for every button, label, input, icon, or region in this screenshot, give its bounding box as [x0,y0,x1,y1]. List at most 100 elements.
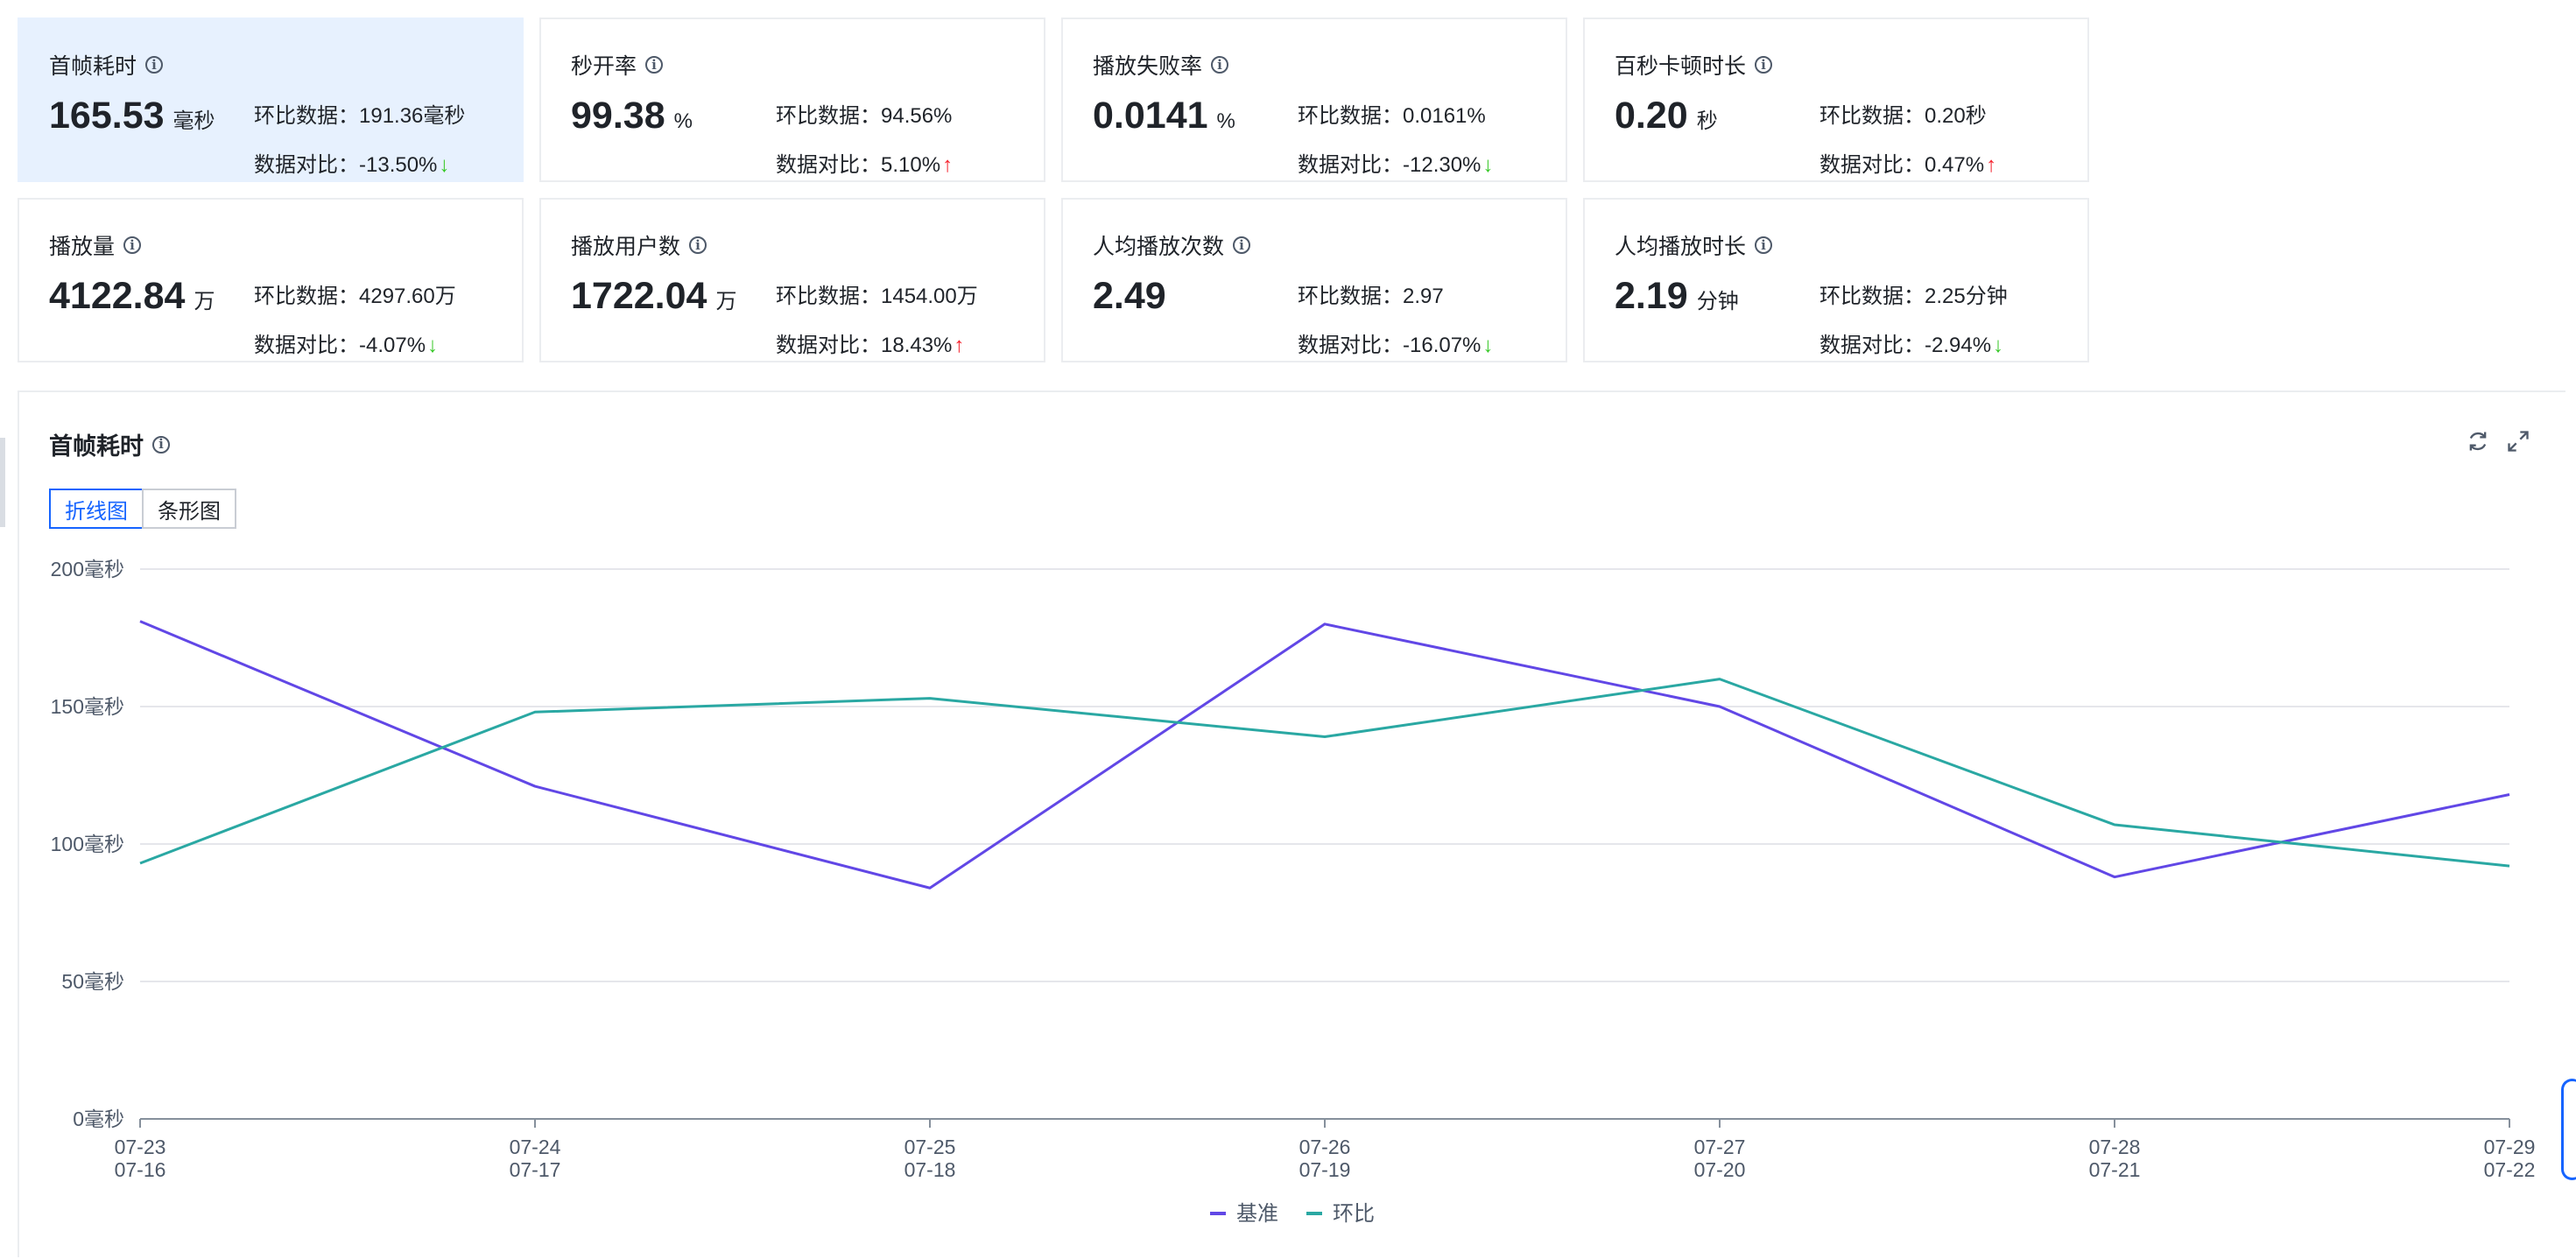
series-line-1[interactable] [139,620,2510,890]
metric-title-text: 秒开率 [571,54,637,79]
metric-title: 播放量 i [49,229,142,261]
metric-value: 2.49 [1093,275,1175,318]
info-icon[interactable]: i [1755,236,1773,254]
trend-down-icon: ↓ [427,334,439,357]
chain-data: 环比数据：191.36毫秒 [254,98,465,129]
info-icon[interactable]: i [123,236,142,254]
compare-value: -4.07% [359,334,426,357]
metric-value: 99.38% [571,95,693,137]
metric-number: 4122.84 [49,275,186,317]
compare-value: -12.30% [1403,153,1482,177]
tab-bar-chart[interactable]: 条形图 [142,489,236,529]
trend-down-icon: ↓ [1993,334,2004,357]
y-tick-label: 0毫秒 [73,1108,124,1130]
metric-card[interactable]: 播放量 i 4122.84 万 环比数据：4297.60万 数据对比：-4.07%↓ [18,198,524,362]
compare-label: 数据对比： [1819,153,1925,177]
metric-title: 首帧耗时 i [49,49,164,81]
chain-data: 环比数据：2.25分钟 [1819,278,2008,309]
info-icon[interactable]: i [645,56,664,74]
metric-card[interactable]: 首帧耗时 i 165.53 毫秒 环比数据：191.36毫秒 数据对比：-13.50%↓ [18,18,524,182]
refresh-icon[interactable] [2466,429,2490,454]
trend-down-icon: ↓ [1482,334,1494,357]
compare-data: 数据对比：-16.07%↓ [1298,327,1493,358]
compare-label: 数据对比： [254,153,359,177]
x-tick-label-secondary: 07-17 [510,1158,561,1181]
x-tick-label-secondary: 07-21 [2089,1158,2141,1181]
compare-value: -13.50% [359,153,438,177]
chain-value: 0.20秒 [1925,104,1987,128]
legend-label[interactable]: 基准 [1236,1202,1278,1226]
compare-label: 数据对比： [1819,334,1925,357]
compare-value: -16.07% [1403,334,1482,357]
chain-label: 环比数据： [1298,104,1403,128]
fullscreen-icon[interactable] [2506,429,2530,454]
x-tick-label: 07-25 [904,1136,956,1158]
metric-title: 百秒卡顿时长 i [1615,49,1773,81]
metric-number: 2.19 [1615,275,1688,317]
metric-title: 播放失败率 i [1093,49,1229,81]
compare-label: 数据对比： [1298,334,1403,357]
chart-title: 首帧耗时 i [49,427,170,461]
metric-card[interactable]: 人均播放次数 i 2.49 环比数据：2.97 数据对比：-16.07%↓ [1061,198,1567,362]
compare-data: 数据对比：18.43%↑ [776,327,964,358]
metric-unit: 万 [194,290,215,313]
chain-value: 4297.60万 [359,285,456,308]
compare-value: 18.43% [881,334,953,357]
info-icon[interactable]: i [152,435,170,454]
x-tick-label-secondary: 07-18 [904,1158,956,1181]
metric-title: 人均播放次数 i [1093,229,1251,261]
metric-card[interactable]: 百秒卡顿时长 i 0.20 秒 环比数据：0.20秒 数据对比：0.47%↑ [1583,18,2089,182]
y-tick-label: 50毫秒 [61,970,124,993]
metric-value: 165.53 毫秒 [49,95,215,137]
info-icon[interactable]: i [1211,56,1229,74]
metric-number: 165.53 [49,95,165,137]
chain-value: 1454.00万 [881,285,978,308]
metric-unit: % [1216,109,1235,133]
metric-title-text: 播放量 [49,235,116,259]
chart-panel: 首帧耗时 i 折线图 条形图 0毫秒 50毫秒 100毫秒 150毫秒 200毫秒 07-… [18,390,2565,1257]
chain-data: 环比数据：94.56% [776,98,952,129]
info-icon[interactable]: i [145,56,164,74]
series-line-2[interactable] [139,678,2510,868]
metric-title: 播放用户数 i [571,229,707,261]
x-tick-label-secondary: 07-19 [1299,1158,1351,1181]
info-icon[interactable]: i [689,236,707,254]
chart-type-tabs: 折线图 条形图 [49,489,236,529]
chain-value: 94.56% [881,104,953,128]
x-tick-label: 07-24 [510,1136,561,1158]
metric-value: 0.0141% [1093,95,1235,137]
info-icon[interactable]: i [1233,236,1251,254]
chain-label: 环比数据： [1819,104,1925,128]
info-icon[interactable]: i [1755,56,1773,74]
chain-label: 环比数据： [1298,285,1403,308]
chain-data: 环比数据：0.0161% [1298,98,1486,129]
chart-title-text: 首帧耗时 [49,433,144,460]
chain-data: 环比数据：1454.00万 [776,278,978,309]
chain-data: 环比数据：4297.60万 [254,278,456,309]
metric-unit: 分钟 [1696,290,1739,313]
compare-label: 数据对比： [776,334,881,357]
x-tick-label: 07-29 [2484,1136,2536,1158]
compare-data: 数据对比：5.10%↑ [776,147,953,178]
side-handle[interactable] [0,438,5,527]
x-tick-label-secondary: 07-20 [1694,1158,1746,1181]
metric-value: 1722.04 万 [571,275,736,318]
metric-card[interactable]: 人均播放时长 i 2.19 分钟 环比数据：2.25分钟 数据对比：-2.94%↓ [1583,198,2089,362]
metric-title: 人均播放时长 i [1615,229,1773,261]
metric-value: 2.19 分钟 [1615,275,1739,318]
metric-card[interactable]: 秒开率 i 99.38% 环比数据：94.56% 数据对比：5.10%↑ [539,18,1045,182]
legend-label[interactable]: 环比 [1333,1202,1375,1226]
metric-title-text: 人均播放时长 [1615,235,1747,259]
chain-value: 191.36毫秒 [359,104,466,128]
metric-title-text: 播放失败率 [1093,54,1203,79]
trend-up-icon: ↑ [1986,153,1997,177]
compare-label: 数据对比： [1298,153,1403,177]
metric-card[interactable]: 播放用户数 i 1722.04 万 环比数据：1454.00万 数据对比：18.43%↑ [539,198,1045,362]
compare-data: 数据对比：-2.94%↓ [1819,327,2003,358]
metric-card[interactable]: 播放失败率 i 0.0141% 环比数据：0.0161% 数据对比：-12.30%↓ [1061,18,1567,182]
metric-unit: 毫秒 [172,109,215,133]
chain-value: 2.25分钟 [1925,285,2008,308]
metric-unit: 万 [715,290,737,313]
floating-tab[interactable] [2561,1079,2576,1180]
compare-data: 数据对比：0.47%↑ [1819,147,1996,178]
